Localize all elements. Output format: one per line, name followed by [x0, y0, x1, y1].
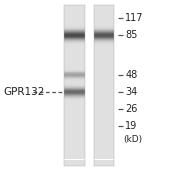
Text: 34: 34: [125, 87, 137, 97]
Text: (kD): (kD): [123, 135, 142, 144]
Text: 19: 19: [125, 121, 137, 131]
Text: 85: 85: [125, 30, 138, 40]
Text: 117: 117: [125, 13, 144, 23]
Bar: [94, 5, 114, 166]
Text: 26: 26: [125, 104, 138, 114]
Text: GPR132: GPR132: [4, 87, 45, 97]
Bar: [64, 5, 85, 166]
Text: 48: 48: [125, 70, 137, 80]
